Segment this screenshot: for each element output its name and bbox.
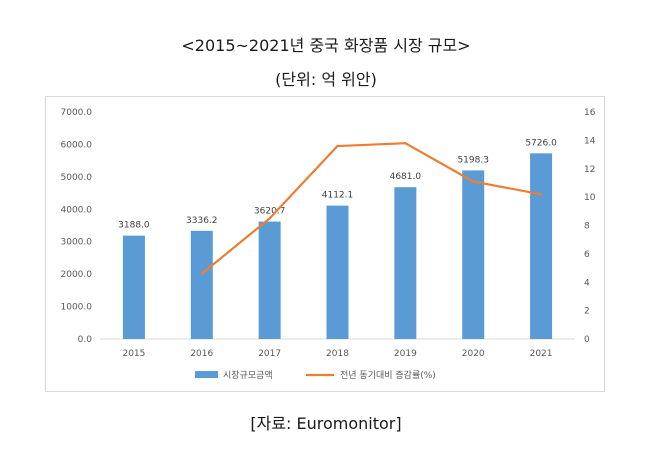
y-right-tick-label: 6	[584, 250, 590, 260]
chart-subtitle: (단위: 억 위안)	[275, 70, 377, 89]
x-tick-label: 2017	[258, 349, 281, 359]
bar-value-label: 3336.2	[186, 216, 218, 226]
bar-value-label: 3188.0	[118, 221, 150, 231]
x-tick-label: 2018	[326, 349, 349, 359]
y-left-tick-label: 5000.0	[61, 173, 93, 183]
y-right-tick-label: 2	[584, 307, 590, 317]
bar-value-label: 3620.7	[254, 207, 286, 217]
bar-2019	[394, 187, 417, 339]
bar-2017	[258, 221, 281, 339]
bar-2020	[462, 170, 485, 339]
growth-rate-point	[336, 144, 339, 148]
x-tick-label: 2019	[394, 349, 417, 359]
source-note: [자료: Euromonitor]	[250, 414, 402, 433]
growth-rate-line	[201, 142, 542, 275]
x-tick-label: 2020	[462, 349, 485, 359]
chart-frame	[45, 96, 605, 392]
bar-2018	[326, 205, 349, 339]
bar-2021	[530, 153, 553, 339]
y-right-tick-label: 16	[584, 108, 596, 118]
y-left-tick-label: 3000.0	[61, 238, 93, 248]
bar-value-label: 4681.0	[390, 172, 422, 182]
legend-label-line: 전년 동기대비 증감률(%)	[340, 369, 436, 381]
growth-rate-point	[539, 193, 543, 196]
y-left-tick-label: 7000.0	[61, 108, 93, 118]
growth-rate-point	[268, 217, 271, 220]
x-tick-label: 2015	[122, 349, 145, 359]
growth-rate-point	[404, 142, 407, 145]
y-right-tick-label: 8	[584, 222, 590, 232]
growth-rate-point	[472, 180, 475, 183]
y-left-tick-label: 1000.0	[61, 303, 93, 313]
y-right-tick-label: 12	[584, 165, 595, 175]
y-left-tick-label: 4000.0	[61, 205, 93, 215]
bar-value-label: 4112.1	[322, 191, 354, 201]
y-right-tick-label: 10	[584, 193, 596, 203]
x-tick-label: 2021	[530, 349, 553, 359]
legend-label-bar: 시장규모금액	[223, 369, 273, 381]
y-left-tick-label: 0.0	[78, 335, 93, 345]
legend-swatch-bar	[195, 371, 218, 378]
bar-2015	[122, 235, 145, 339]
chart-title: <2015~2021년 중국 화장품 시장 규모>	[181, 36, 471, 55]
y-left-tick-label: 6000.0	[61, 140, 93, 150]
bar-2016	[190, 230, 213, 339]
growth-rate-point	[200, 272, 203, 275]
y-right-tick-label: 4	[584, 278, 590, 288]
x-tick-label: 2016	[190, 349, 213, 359]
y-right-tick-label: 0	[584, 335, 590, 345]
bar-value-label: 5726.0	[525, 138, 557, 148]
y-right-tick-label: 14	[584, 136, 596, 146]
y-left-tick-label: 2000.0	[61, 270, 93, 280]
bar-value-label: 5198.3	[457, 155, 489, 165]
